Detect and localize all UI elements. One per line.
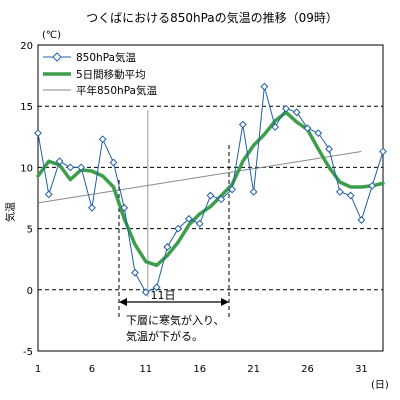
legend: 850hPa気温 5日間移動平均 平年850hPa気温 — [39, 46, 172, 98]
x-tick-label: 6 — [89, 364, 95, 375]
x-tick-label: 26 — [301, 364, 314, 375]
data-point-850hpa — [206, 191, 215, 200]
data-point-850hpa — [282, 104, 290, 113]
period-arrow-right-head — [221, 298, 229, 306]
data-point-850hpa — [335, 187, 344, 196]
x-tick-labels: 1 6 11 16 21 26 31 — [35, 364, 368, 375]
series-line-normal — [37, 151, 362, 204]
y-tick-label: 0 — [27, 286, 33, 297]
y-tick-label: 10 — [20, 163, 33, 174]
legend-label-normal: 平年850hPa気温 — [76, 84, 157, 97]
data-point-850hpa — [87, 203, 96, 212]
data-point-850hpa — [185, 214, 193, 223]
data-point-850hpa — [109, 158, 118, 167]
data-point-850hpa — [77, 163, 86, 172]
data-point-850hpa — [368, 181, 377, 190]
x-tick-label: 21 — [247, 364, 260, 375]
data-point-850hpa — [228, 185, 236, 194]
legend-label-850hpa: 850hPa気温 — [76, 51, 136, 64]
period-arrow-left-head — [119, 298, 127, 306]
grid-lines — [38, 105, 383, 291]
y-unit-label: (℃) — [42, 30, 61, 41]
data-point-850hpa — [195, 219, 204, 228]
chart-title: つくばにおける850hPaの気温の推移（09時） — [86, 10, 338, 25]
x-tick-label: 16 — [193, 364, 206, 375]
data-point-850hpa — [44, 190, 53, 199]
y-tick-label: -5 — [23, 347, 33, 358]
annotation-line-2: 気温が下がる。 — [126, 329, 203, 343]
data-point-850hpa — [292, 108, 301, 117]
data-point-850hpa — [152, 283, 161, 292]
data-point-850hpa — [55, 157, 64, 166]
data-point-850hpa — [303, 124, 312, 133]
legend-box — [39, 46, 172, 98]
data-point-850hpa — [249, 187, 258, 196]
data-point-850hpa — [163, 243, 172, 251]
annotation-line-1: 下層に寒気が入り、 — [126, 313, 225, 327]
data-point-850hpa — [357, 216, 366, 224]
x-unit-label: (日) — [371, 380, 389, 391]
data-point-850hpa — [66, 163, 75, 172]
legend-marker-850hpa — [52, 52, 62, 62]
data-point-850hpa — [34, 129, 42, 138]
data-point-850hpa — [379, 147, 387, 156]
data-point-850hpa — [346, 191, 355, 200]
data-point-850hpa — [260, 82, 269, 91]
data-point-850hpa — [131, 268, 139, 277]
data-point-850hpa — [217, 195, 226, 204]
period-span-label: 11日 — [151, 289, 176, 302]
series-line-850hpa — [37, 86, 384, 293]
data-point-850hpa — [314, 129, 323, 138]
y-tick-label: 20 — [20, 41, 33, 52]
y-tick-label: 5 — [27, 225, 33, 236]
data-point-850hpa — [120, 203, 129, 212]
x-tick-label: 11 — [139, 364, 152, 375]
data-point-850hpa — [174, 224, 183, 233]
data-point-850hpa — [325, 145, 334, 153]
series-layer — [34, 82, 387, 297]
data-point-850hpa — [141, 288, 150, 297]
x-tick-label: 31 — [355, 364, 368, 375]
y-tick-labels: -5 0 5 10 15 20 — [20, 41, 33, 358]
plot-frame — [37, 44, 384, 352]
data-point-850hpa — [238, 120, 247, 129]
y-tick-label: 15 — [20, 102, 33, 113]
x-tick-label: 1 — [35, 364, 41, 375]
legend-label-moving-average: 5日間移動平均 — [76, 68, 146, 81]
data-point-850hpa — [98, 135, 107, 144]
y-axis-label: 気温 — [4, 202, 17, 222]
data-point-850hpa — [271, 123, 280, 131]
series-line-moving-average — [36, 110, 385, 268]
